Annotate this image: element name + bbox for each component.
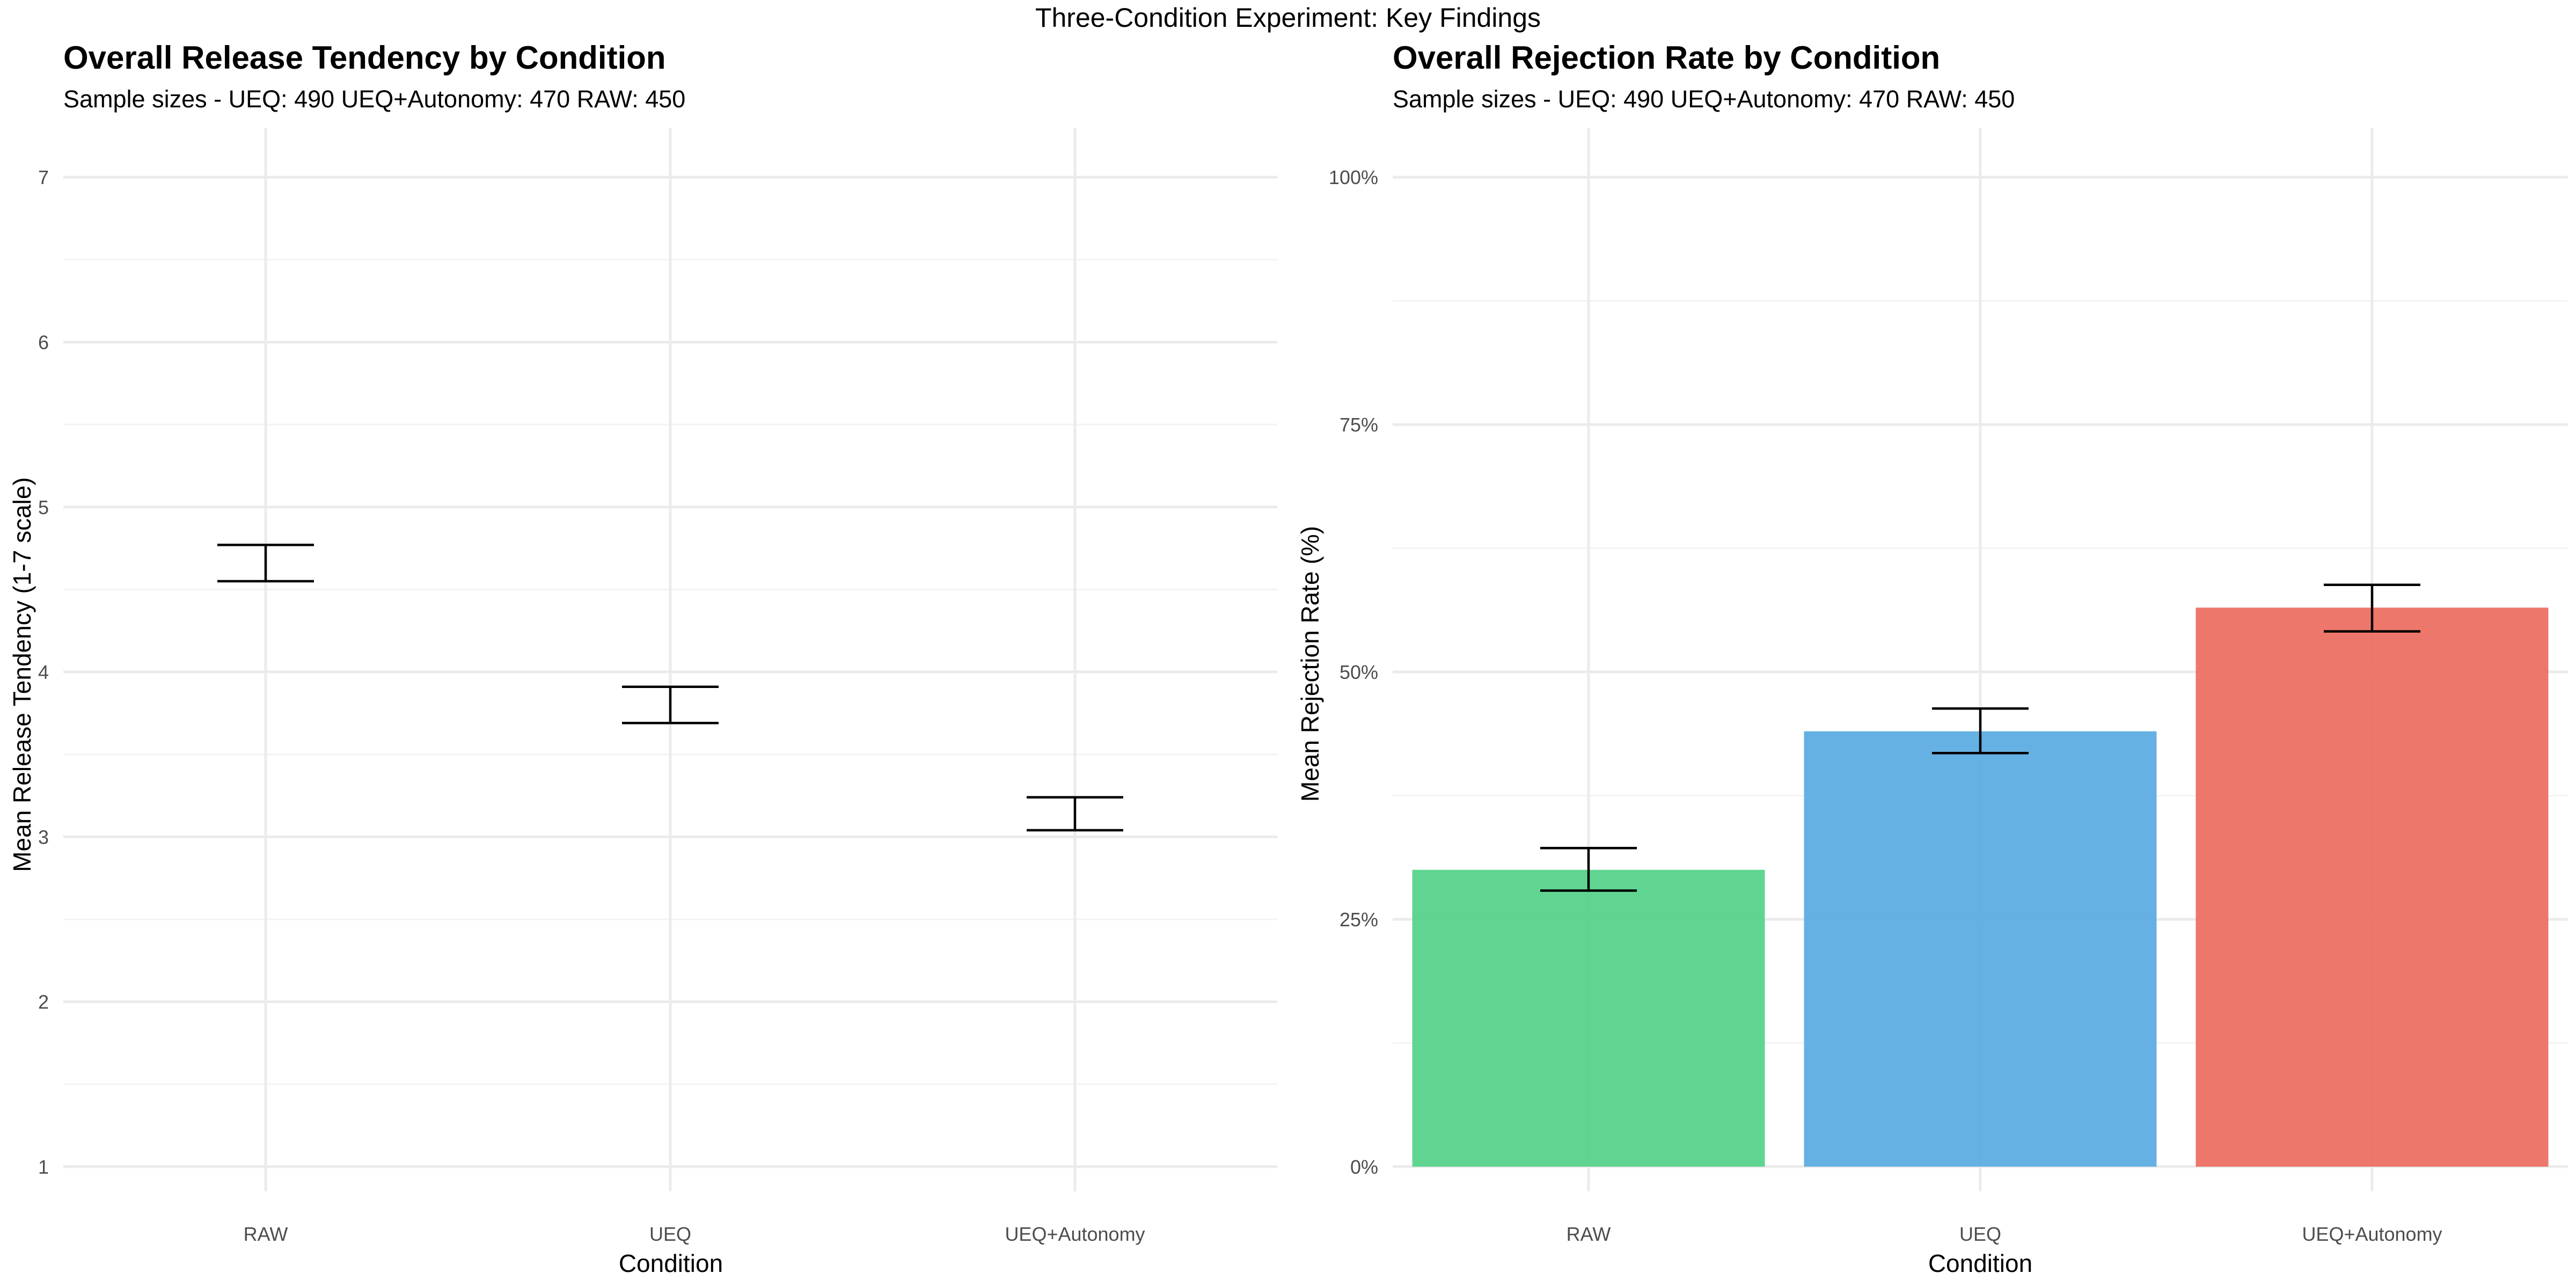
release-tendency-y-tick-label: 1 [38, 1156, 49, 1178]
release-tendency-x-tick-label: RAW [244, 1223, 288, 1245]
rejection-rate-title: Overall Rejection Rate by Condition [1393, 40, 1940, 76]
rejection-rate-errorbar-ueq [1932, 707, 2029, 755]
release-tendency-errorbar-raw [217, 544, 314, 583]
release-tendency-y-tick-label: 7 [38, 166, 49, 188]
release-tendency-x-tick-label: UEQ+Autonomy [1005, 1223, 1145, 1245]
release-tendency-title: Overall Release Tendency by Condition [63, 40, 666, 76]
rejection-rate-bar-raw [1412, 869, 1765, 1167]
release-tendency-y-ticks: 1 2 3 4 5 6 7 [38, 166, 49, 1178]
release-tendency-y-tick-label: 4 [38, 661, 49, 683]
rejection-rate-y-tick-label: 25% [1340, 909, 1378, 931]
rejection-rate-y-tick-label: 50% [1340, 661, 1378, 683]
rejection-rate-x-tick-label: UEQ [1959, 1223, 2001, 1245]
release-tendency-y-tick-label: 2 [38, 991, 49, 1013]
rejection-rate-errorbar-raw [1540, 846, 1637, 892]
rejection-rate-marks [1412, 583, 2549, 1167]
release-tendency-errorbar-ueq-autonomy [1027, 796, 1123, 832]
rejection-rate-errorbar-ueq-autonomy [2324, 583, 2420, 633]
release-tendency-subtitle: Sample sizes - UEQ: 490 UEQ+Autonomy: 47… [63, 85, 685, 113]
release-tendency-y-tick-label: 3 [38, 826, 49, 848]
rejection-rate-panel: Overall Rejection Rate by Condition Samp… [1296, 40, 2568, 1277]
release-tendency-y-tick-label: 5 [38, 496, 49, 518]
rejection-rate-bar-ueq [1804, 731, 2157, 1167]
release-tendency-gridlines [63, 128, 1277, 1191]
release-tendency-x-ticks: RAW UEQ UEQ+Autonomy [244, 1223, 1145, 1245]
rejection-rate-y-tick-label: 75% [1340, 414, 1378, 436]
release-tendency-y-tick-label: 6 [38, 331, 49, 353]
rejection-rate-y-axis-title: Mean Rejection Rate (%) [1296, 526, 1324, 802]
rejection-rate-subtitle: Sample sizes - UEQ: 490 UEQ+Autonomy: 47… [1393, 85, 2015, 113]
release-tendency-x-tick-label: UEQ [649, 1223, 691, 1245]
rejection-rate-bar-ueq-autonomy [2196, 608, 2549, 1167]
release-tendency-x-axis-title: Condition [619, 1249, 723, 1277]
release-tendency-panel: Overall Release Tendency by Condition Sa… [8, 40, 1277, 1277]
release-tendency-errorbar-ueq [622, 685, 719, 724]
rejection-rate-x-axis-title: Condition [1928, 1249, 2032, 1277]
rejection-rate-y-ticks: 0% 25% 50% 75% 100% [1329, 166, 1378, 1178]
release-tendency-marks [217, 544, 1123, 832]
rejection-rate-x-tick-label: UEQ+Autonomy [2302, 1223, 2442, 1245]
rejection-rate-x-tick-label: RAW [1567, 1223, 1611, 1245]
release-tendency-y-axis-title: Mean Release Tendency (1-7 scale) [8, 477, 36, 872]
rejection-rate-y-tick-label: 0% [1350, 1156, 1378, 1178]
figure-suptitle: Three-Condition Experiment: Key Findings [1035, 3, 1541, 33]
rejection-rate-y-tick-label: 100% [1329, 166, 1378, 188]
rejection-rate-x-ticks: RAW UEQ UEQ+Autonomy [1567, 1223, 2442, 1245]
